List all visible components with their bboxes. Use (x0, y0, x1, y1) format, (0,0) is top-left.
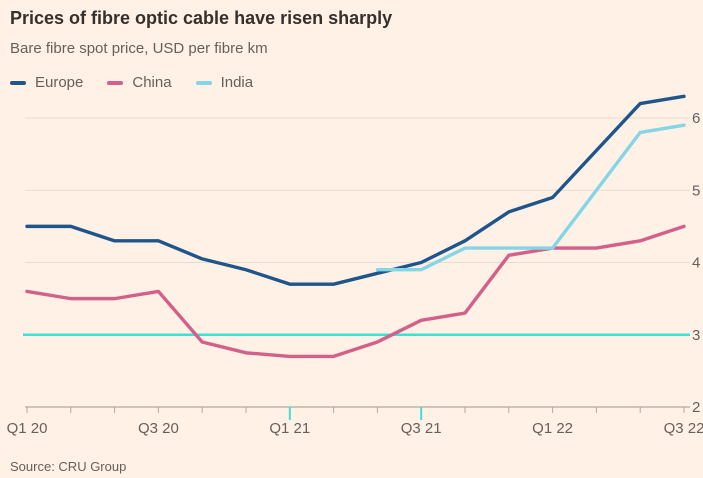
legend-swatch-europe (10, 80, 26, 85)
chart-title: Prices of fibre optic cable have risen s… (10, 8, 393, 28)
y-axis-label-6: 6 (692, 110, 700, 127)
x-axis-label-q1-20: Q1 20 (7, 420, 48, 437)
legend-label-europe: Europe (35, 74, 84, 91)
x-axis-label-q3-21: Q3 21 (401, 420, 442, 437)
chart-subtitle: Bare fibre spot price, USD per fibre km (10, 40, 268, 57)
legend-label-china: China (132, 74, 172, 91)
y-axis-label-2: 2 (692, 399, 700, 416)
source-note: Source: CRU Group (10, 459, 127, 474)
legend-item-india: India (195, 74, 254, 91)
y-axis-label-5: 5 (692, 182, 700, 199)
x-axis-label-q3-20: Q3 20 (138, 420, 179, 437)
series-line-china (25, 224, 686, 359)
series-line-india (375, 123, 686, 272)
legend-label-india: India (220, 74, 254, 91)
legend-swatch-india (195, 80, 212, 85)
legend: Europe China India (10, 74, 253, 91)
x-axis-label-q1-22: Q1 22 (532, 420, 573, 437)
legend-item-europe: Europe (10, 74, 83, 91)
y-axis-label-4: 4 (692, 255, 700, 272)
legend-item-china: China (107, 74, 172, 91)
legend-swatch-china (107, 80, 124, 85)
x-axis-label-q3-22: Q3 22 (664, 420, 703, 437)
series-line-europe (25, 94, 686, 286)
x-axis-label-q1-21: Q1 21 (269, 420, 310, 437)
y-axis-label-3: 3 (692, 327, 700, 344)
